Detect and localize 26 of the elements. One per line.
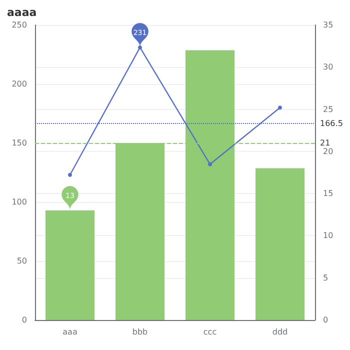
y2-tick-label: 25 bbox=[323, 104, 334, 114]
y2-tick-label: 0 bbox=[323, 316, 328, 324]
y2-tick-label: 20 bbox=[323, 146, 334, 156]
y2-tick-label: 30 bbox=[323, 62, 334, 72]
y2-tick-label: 15 bbox=[323, 189, 334, 198]
y-tick-label: 250 bbox=[12, 20, 27, 30]
x-tick-label: aaa bbox=[62, 328, 78, 336]
point bbox=[278, 106, 282, 110]
x-tick-label: ddd bbox=[272, 328, 288, 336]
ref-line-label: 166.5 bbox=[320, 119, 343, 128]
x-tick-label: ccc bbox=[203, 328, 217, 336]
y-tick-label: 100 bbox=[12, 198, 27, 206]
bar bbox=[256, 168, 304, 320]
y2-tick-label: 5 bbox=[323, 273, 328, 282]
ref-line-label: 21 bbox=[320, 138, 330, 148]
point bbox=[208, 162, 212, 166]
x-tick-label: bbb bbox=[132, 328, 148, 336]
y-tick-label: 150 bbox=[12, 138, 27, 148]
y-tick-label: 0 bbox=[22, 316, 27, 324]
y2-tick-label: 35 bbox=[323, 20, 334, 30]
point bbox=[138, 45, 142, 50]
chart-title: aaaa bbox=[7, 6, 37, 19]
point bbox=[68, 172, 72, 177]
y-tick-label: 200 bbox=[12, 80, 27, 88]
y2-tick-label: 10 bbox=[323, 231, 334, 240]
y-tick-label: 50 bbox=[16, 256, 27, 266]
